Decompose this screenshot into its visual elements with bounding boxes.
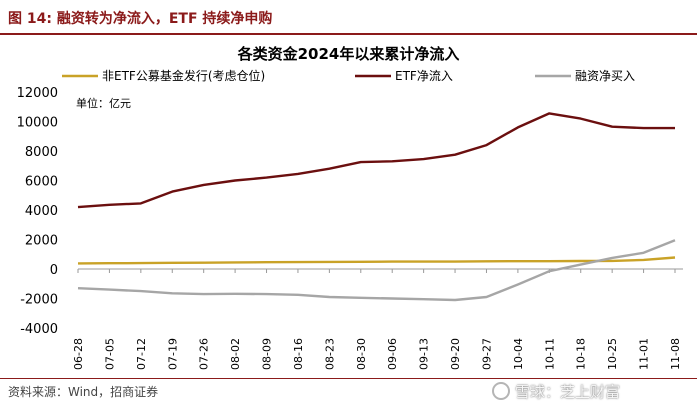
x-tick-label: 10-04 (512, 338, 525, 370)
y-tick-label: -2000 (20, 293, 58, 308)
series-line (77, 256, 676, 265)
bottom-rule (0, 378, 697, 379)
y-tick-label: 2000 (25, 234, 58, 249)
x-tick-label: 08-09 (261, 338, 274, 370)
x-tick-label: 08-16 (292, 338, 305, 370)
x-tick-label: 10-11 (543, 338, 556, 370)
series-line (77, 112, 675, 209)
y-axis: -4000 -2000 0 2000 4000 6000 8000 10000 12000 (17, 86, 58, 337)
x-tick-label: 09-27 (480, 338, 493, 370)
x-tick-label: 06-28 (72, 338, 85, 370)
x-tick-label: 07-26 (198, 338, 211, 370)
x-tick-label: 07-19 (166, 338, 179, 370)
x-tick-label: 09-06 (386, 338, 399, 370)
x-tick-label: 11-01 (638, 338, 651, 370)
y-tick-label: 4000 (25, 204, 58, 219)
y-tick-label: 8000 (25, 145, 58, 160)
legend-label: 非ETF公募基金发行(考虑仓位) (102, 68, 265, 83)
watermark: 雪球：芝上财富 (515, 383, 621, 401)
x-tick-label: 08-23 (323, 338, 336, 370)
source-note: 资料来源：Wind，招商证券 (8, 385, 159, 399)
x-tick-label: 10-18 (575, 338, 588, 370)
y-tick-label: -4000 (20, 322, 58, 337)
x-tick-label: 09-13 (418, 338, 431, 370)
unit-label: 单位：亿元 (76, 96, 131, 110)
line-chart: 非ETF公募基金发行(考虑仓位) ETF净流入 融资净买入 单位：亿元 -4000-… (17, 68, 683, 370)
y-tick-label: 0 (50, 263, 58, 278)
x-tick-label: 08-30 (355, 338, 368, 370)
x-axis: 06-28 07-05 07-12 07-19 07-26 08-02 08-09 08-16… (72, 268, 683, 370)
x-tick-label: 09-20 (449, 338, 462, 370)
x-tick-label: 07-05 (103, 338, 116, 370)
x-tick-label: 07-12 (135, 338, 148, 370)
chart-title: 各类资金2024年以来累计净流入 (237, 45, 460, 63)
series-line (77, 239, 676, 302)
series-lines (77, 112, 676, 302)
legend-label: ETF净流入 (395, 69, 453, 83)
x-tick-label: 08-02 (229, 338, 242, 370)
figure-title: 图 14: 融资转为净流入，ETF 持续净申购 (8, 11, 273, 27)
y-tick-label: 6000 (25, 175, 58, 190)
legend-label: 融资净买入 (575, 69, 635, 83)
x-tick-label: 11-08 (669, 338, 682, 370)
watermark-logo (492, 382, 510, 400)
y-tick-label: 10000 (17, 116, 58, 131)
legend: 非ETF公募基金发行(考虑仓位) ETF净流入 融资净买入 (62, 68, 635, 83)
x-tick-label: 10-25 (606, 338, 619, 370)
y-tick-label: 12000 (17, 86, 58, 101)
top-rule (0, 33, 697, 35)
